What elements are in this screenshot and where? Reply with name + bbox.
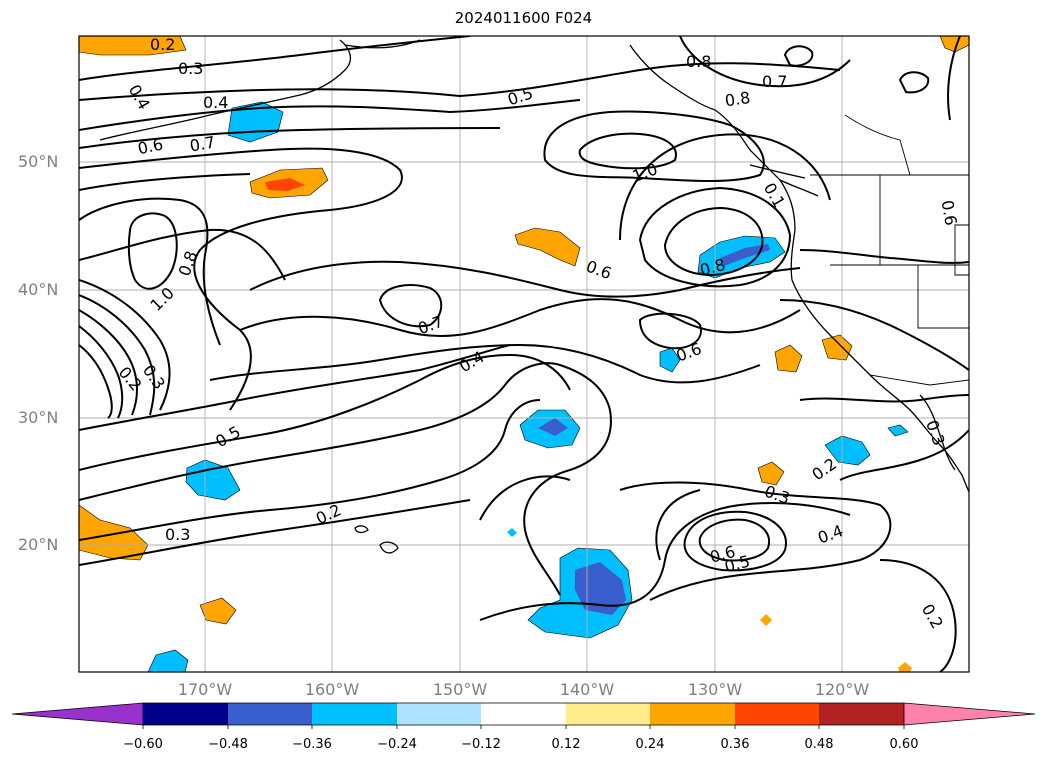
colorbar-segment xyxy=(312,703,397,725)
colorbar-segment xyxy=(735,703,819,725)
coastlines xyxy=(99,39,970,554)
contour-label: 0.7 xyxy=(188,132,216,155)
colorbar-tick-label: −0.12 xyxy=(461,737,501,752)
colorbar-tick-label: 0.12 xyxy=(551,737,581,752)
map-title: 2024011600 F024 xyxy=(454,9,593,27)
latitude-label: 30°N xyxy=(18,408,59,427)
contour-label: 0.7 xyxy=(762,72,787,91)
contour-label: 0.6 xyxy=(938,199,961,227)
colorbar-extend-min xyxy=(11,702,144,726)
longitude-label: 130°W xyxy=(687,680,743,699)
colorbar-tick-label: −0.48 xyxy=(208,737,248,752)
longitude-label: 150°W xyxy=(432,680,488,699)
colorbar-tick-label: −0.36 xyxy=(292,737,332,752)
colorbar-extend-max xyxy=(903,702,1036,726)
contour-label: 0.8 xyxy=(724,88,752,110)
contour-label: 0.2 xyxy=(115,363,146,395)
contour-label: 0.6 xyxy=(584,256,614,283)
longitude-label: 170°W xyxy=(177,680,233,699)
colorbar-tick-label: 0.60 xyxy=(889,737,919,752)
contour-label: 0.5 xyxy=(212,422,244,451)
contour-label: 0.2 xyxy=(918,601,947,633)
contour-label: 1.0 xyxy=(630,159,660,186)
colorbar-tick-label: −0.24 xyxy=(377,737,417,752)
contour-label: 0.3 xyxy=(922,418,949,448)
contour-label: 0.3 xyxy=(165,525,190,544)
colorbar-segment xyxy=(397,703,481,725)
contour-label: 0.4 xyxy=(203,93,228,112)
contour-label: 0.4 xyxy=(456,347,488,376)
colorbar-tick-label: 0.36 xyxy=(720,737,750,752)
colorbar-segment xyxy=(650,703,735,725)
colorbar-tick-label: 0.24 xyxy=(635,737,665,752)
colorbar-tick-label: −0.60 xyxy=(123,737,163,752)
contour-label: 0.7 xyxy=(415,312,445,339)
latitude-label: 50°N xyxy=(18,152,59,171)
shaded-anomaly-fills xyxy=(79,36,969,672)
contour-label: 0.4 xyxy=(125,81,154,113)
colorbar xyxy=(11,702,1036,729)
colorbar-tick-label: 0.48 xyxy=(804,737,834,752)
contour-lines xyxy=(79,36,969,672)
contour-label: 0.8 xyxy=(686,52,711,71)
latitude-label: 20°N xyxy=(18,535,59,554)
contour-label: 0.4 xyxy=(815,521,845,548)
contour-label: 0.6 xyxy=(674,339,704,366)
longitude-label: 120°W xyxy=(814,680,870,699)
colorbar-segment xyxy=(481,703,566,725)
colorbar-segment xyxy=(143,703,228,725)
colorbar-segment xyxy=(228,703,312,725)
contour-label: 0.3 xyxy=(178,59,203,78)
longitude-label: 140°W xyxy=(559,680,615,699)
contour-label: 0.1 xyxy=(760,179,789,211)
latitude-label: 40°N xyxy=(18,280,59,299)
contour-label: 0.2 xyxy=(150,35,175,54)
colorbar-segment xyxy=(566,703,650,725)
contour-label: 0.6 xyxy=(136,134,165,158)
longitude-label: 160°W xyxy=(304,680,360,699)
contour-label: 0.3 xyxy=(139,361,169,393)
map-frame xyxy=(78,35,970,673)
colorbar-segment xyxy=(819,703,904,725)
